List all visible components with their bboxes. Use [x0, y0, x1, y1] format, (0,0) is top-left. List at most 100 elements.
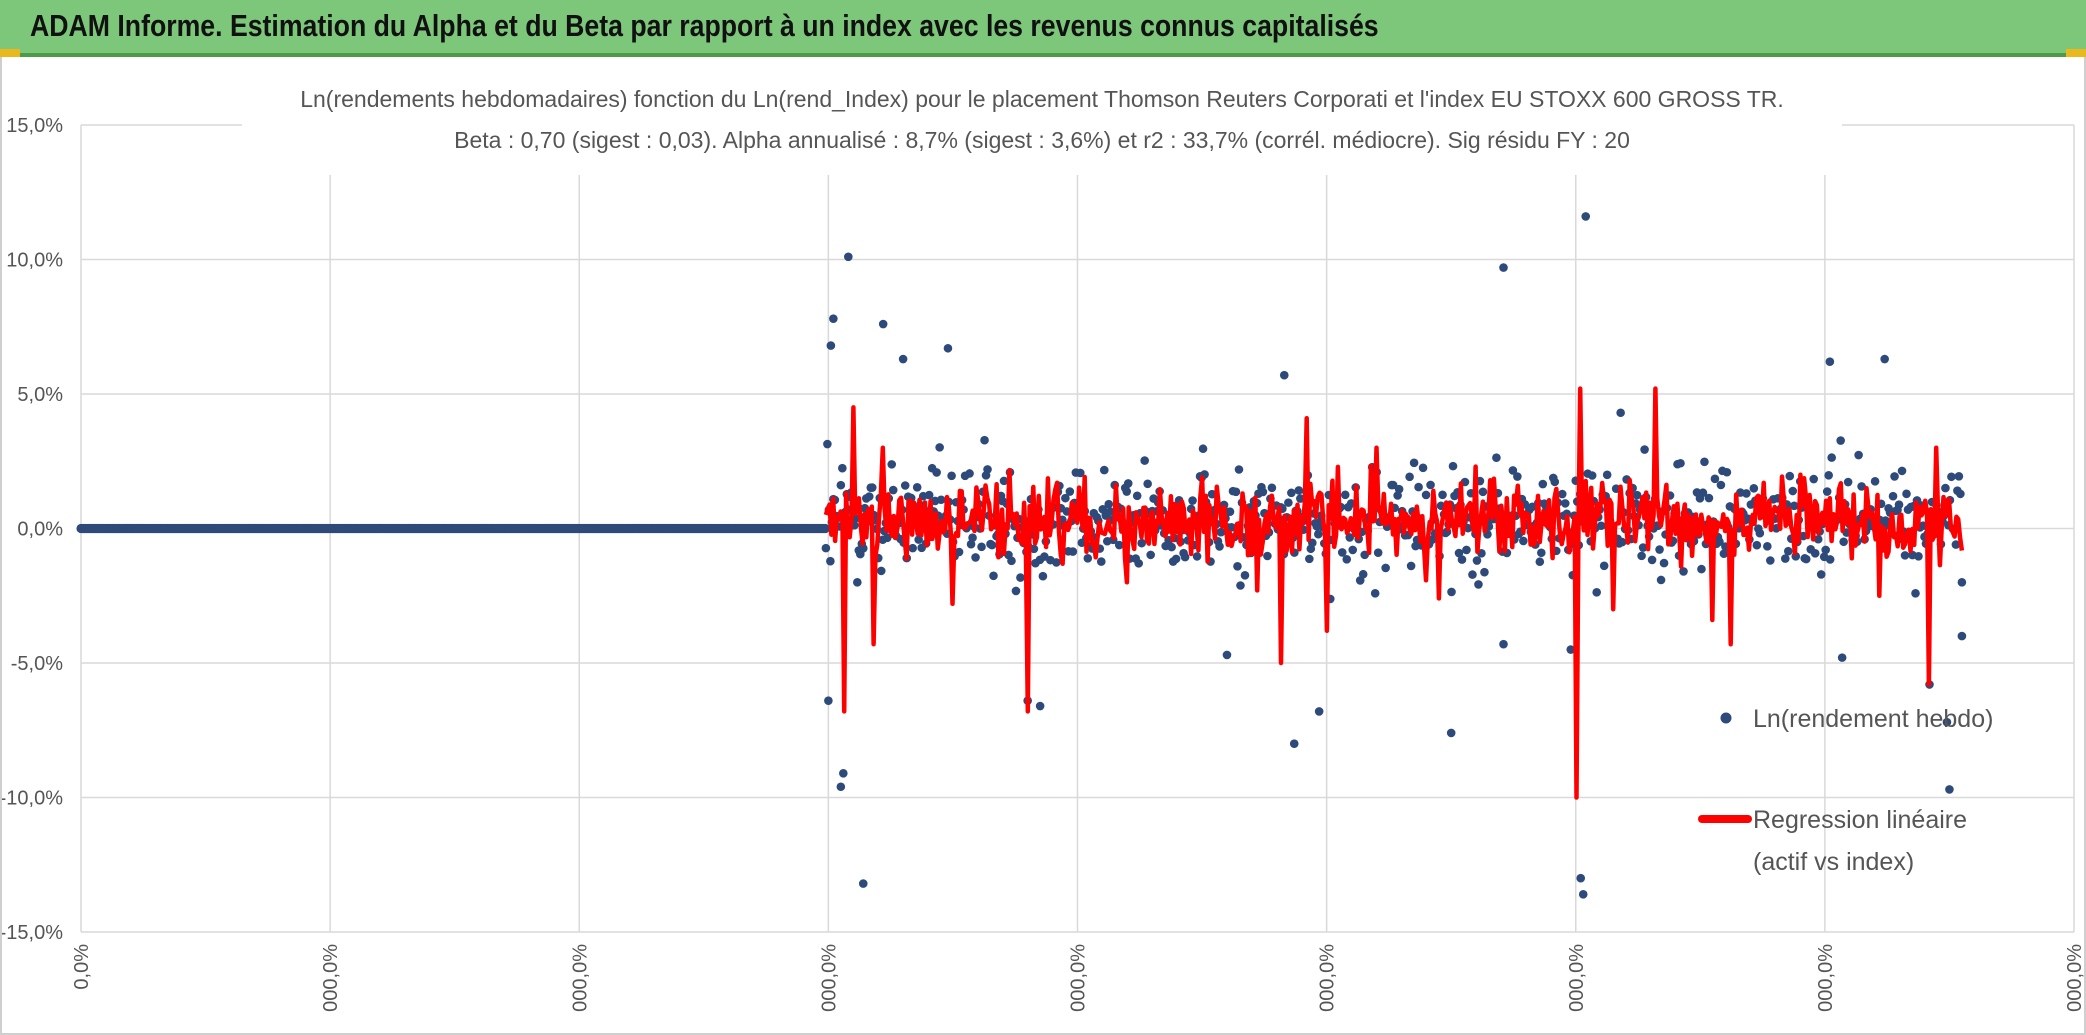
- scatter-point: [1822, 487, 1832, 496]
- scatter-point: [826, 556, 835, 566]
- scatter-point: [1474, 580, 1483, 589]
- scatter-point: [1381, 563, 1390, 573]
- y-tick-label: -15,0%: [2, 922, 63, 944]
- scatter-point: [1897, 466, 1907, 476]
- scatter-point: [1508, 466, 1518, 475]
- scatter-point: [882, 533, 892, 543]
- scatter-point: [888, 485, 898, 495]
- x-tick-label: 000,0%: [1566, 944, 1588, 1012]
- scatter-point: [1616, 408, 1625, 418]
- scatter-point: [1480, 567, 1489, 577]
- scatter-point: [1914, 551, 1923, 561]
- scatter-point: [936, 495, 946, 505]
- legend-label-regression: Regression linéaire: [1753, 806, 1967, 834]
- scatter-point: [1587, 471, 1597, 480]
- scatter-point: [1454, 548, 1464, 558]
- scatter-point: [1007, 556, 1016, 566]
- y-tick-label: -5,0%: [11, 653, 63, 675]
- scatter-point: [1880, 354, 1889, 364]
- scatter-point: [844, 252, 853, 262]
- scatter-point: [1810, 549, 1820, 558]
- scatter-point: [971, 553, 980, 562]
- scatter-point: [1632, 490, 1642, 500]
- scatter-point: [1348, 545, 1358, 555]
- scatter-point: [1227, 523, 1236, 532]
- scatter-point: [1821, 545, 1830, 555]
- scatter-point: [1421, 490, 1431, 500]
- header-corner-right: [2066, 49, 2086, 57]
- scatter-point: [966, 539, 976, 549]
- scatter-point: [1289, 739, 1299, 748]
- scatter-point: [836, 782, 846, 792]
- scatter-point: [1659, 558, 1669, 568]
- scatter-point: [887, 460, 897, 469]
- scatter-point: [1655, 545, 1664, 554]
- header-corner-left: [0, 49, 20, 57]
- scatter-point: [1499, 263, 1508, 272]
- regression-series: [823, 386, 1965, 800]
- scatter-point: [838, 463, 847, 473]
- scatter-point: [1035, 701, 1045, 711]
- scatter-point: [1462, 545, 1471, 555]
- scatter-point: [1171, 554, 1181, 564]
- scatter-point: [1234, 465, 1244, 474]
- scatter-point: [839, 768, 848, 778]
- y-tick-label: 10,0%: [6, 250, 63, 272]
- scatter-point: [1011, 586, 1021, 596]
- scatter-point: [1576, 873, 1586, 883]
- scatter-point: [1267, 483, 1277, 493]
- scatter-point: [1342, 554, 1352, 564]
- scatter-point: [1602, 470, 1612, 480]
- scatter-point: [1560, 499, 1570, 508]
- scatter-point: [1742, 489, 1751, 498]
- scatter-point: [1198, 444, 1208, 454]
- scatter-point: [1755, 528, 1765, 538]
- scatter-point: [1370, 589, 1380, 598]
- scatter-point: [1216, 527, 1226, 537]
- scatter-point: [1358, 569, 1368, 579]
- scatter-point: [1839, 537, 1848, 547]
- scatter-point: [1296, 494, 1305, 503]
- scatter-point: [1617, 537, 1627, 547]
- scatter-point: [1468, 570, 1477, 579]
- scatter-point: [829, 314, 838, 323]
- scatter-point: [1900, 551, 1910, 560]
- scatter-point: [1132, 491, 1142, 501]
- report-title: ADAM Informe. Estimation du Alpha et du …: [30, 8, 1379, 43]
- scatter-point: [1578, 890, 1588, 899]
- scatter-point: [989, 571, 998, 581]
- scatter-point: [853, 578, 862, 587]
- scatter-point: [1825, 357, 1835, 367]
- scatter-point: [1581, 212, 1591, 221]
- scatter-point: [1038, 571, 1048, 581]
- scatter-point: [859, 544, 868, 553]
- scatter-point: [932, 468, 941, 477]
- scatter-point: [1225, 507, 1235, 516]
- chart-legend: Ln(rendement hebdo) Regression linéaire (a…: [1698, 705, 1993, 876]
- scatter-point: [1016, 573, 1025, 582]
- scatter-point: [999, 476, 1009, 486]
- scatter-point: [1679, 567, 1688, 576]
- scatter-point: [1638, 543, 1648, 552]
- scatter-point: [1941, 483, 1950, 493]
- scatter-point: [1061, 493, 1070, 503]
- scatter-point: [1188, 496, 1197, 505]
- scatter-point: [1722, 467, 1732, 477]
- scatter-point: [1222, 650, 1232, 660]
- scatter-point: [1704, 493, 1714, 503]
- scatter-point: [1766, 556, 1775, 565]
- scatter-point: [900, 481, 910, 490]
- scatter-point: [1414, 482, 1423, 492]
- scatter-point: [1104, 499, 1114, 509]
- scatter-point: [1519, 536, 1528, 546]
- scatter-point: [1763, 542, 1772, 551]
- scatter-point: [1788, 486, 1798, 496]
- scatter-point: [1857, 482, 1866, 491]
- chart-subtitle: Beta : 0,70 (sigest : 0,03). Alpha annua…: [454, 127, 1630, 153]
- scatter-point: [1957, 631, 1967, 641]
- scatter-point: [1716, 480, 1726, 490]
- scatter-point: [1457, 555, 1467, 564]
- scatter-point: [1447, 587, 1456, 597]
- scatter-point: [1700, 457, 1709, 467]
- scatter-point: [1813, 534, 1823, 544]
